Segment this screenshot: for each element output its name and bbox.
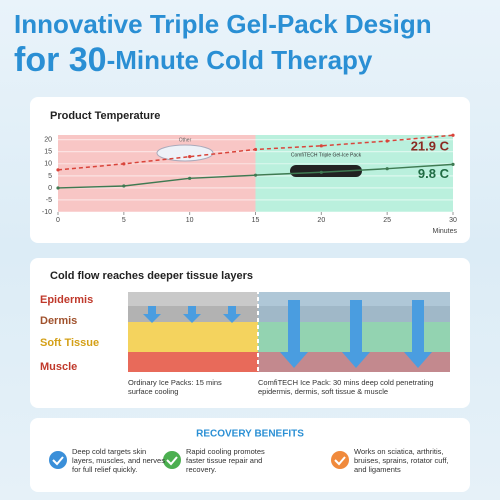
- point: [451, 133, 455, 137]
- point: [319, 170, 323, 174]
- point: [188, 155, 192, 159]
- x-tick-label: 30: [449, 217, 457, 224]
- check: [52, 456, 346, 466]
- layer-label: Epidermis: [40, 294, 93, 306]
- benefit: Works on sciatica, arthritis, bruises, s…: [354, 447, 449, 474]
- x-tick-label: 15: [252, 217, 260, 224]
- section-title: RECOVERY BENEFITS: [196, 429, 304, 440]
- chart-title: Product Temperature: [50, 110, 160, 122]
- panel: [30, 418, 470, 492]
- point: [188, 176, 192, 180]
- y-tick-label: 5: [48, 173, 52, 180]
- layer-label: Muscle: [40, 361, 77, 373]
- section-title: Cold flow reaches deeper tissue layers: [50, 270, 253, 282]
- end-label: 9.8 C: [418, 166, 450, 181]
- x-axis-label: Minutes: [432, 228, 457, 235]
- headline-rest: -Minute Cold Therapy: [107, 45, 373, 75]
- point: [385, 139, 389, 143]
- product-comfi: [290, 165, 362, 177]
- point: [56, 186, 60, 190]
- headline-2: for 30-Minute Cold Therapy: [14, 41, 373, 79]
- zone-other: [58, 135, 256, 212]
- layer-epidermis: [128, 292, 450, 306]
- caption: ComfiTECH Ice Pack: 30 mins deep cold pe…: [258, 378, 434, 396]
- x-tick-label: 5: [122, 217, 126, 224]
- point: [122, 184, 126, 188]
- headline: Innovative Triple Gel-Pack Design: [14, 9, 432, 39]
- benefit: Rapid cooling promotes faster tissue rep…: [186, 447, 265, 474]
- y-tick-label: 10: [44, 161, 52, 168]
- end-label: 21.9 C: [411, 139, 450, 154]
- highlight: for 30: [14, 41, 107, 79]
- y-tick-label: 15: [44, 149, 52, 156]
- legend: Other: [179, 137, 192, 143]
- icon: [163, 451, 181, 469]
- x-tick-label: 10: [186, 217, 194, 224]
- y-tick-label: -10: [42, 209, 52, 216]
- legend: ComfiTECH Triple Gel-Ice Pack: [291, 152, 362, 158]
- layer-soft: [128, 322, 258, 352]
- caption: Ordinary Ice Packs: 15 mins surface cool…: [128, 378, 222, 396]
- x-tick-label: 0: [56, 217, 60, 224]
- product-other: [156, 144, 214, 162]
- point: [253, 147, 258, 152]
- point: [253, 173, 258, 177]
- x-tick-label: 20: [317, 217, 325, 224]
- arrows: [143, 300, 432, 368]
- point: [122, 162, 126, 166]
- y-tick-label: -5: [46, 197, 52, 204]
- point: [56, 168, 60, 172]
- layer-label: Soft Tissue: [40, 337, 99, 349]
- benefit: Deep cold targets skin layers, muscles, …: [72, 447, 165, 474]
- icon: [49, 451, 67, 469]
- layer-label: Dermis: [40, 315, 77, 327]
- y-tick-label: 0: [48, 185, 52, 192]
- point: [451, 162, 455, 166]
- icon: [331, 451, 349, 469]
- point: [319, 144, 323, 148]
- x-tick-label: 25: [383, 217, 391, 224]
- point: [385, 167, 389, 171]
- y-tick-label: 20: [44, 137, 52, 144]
